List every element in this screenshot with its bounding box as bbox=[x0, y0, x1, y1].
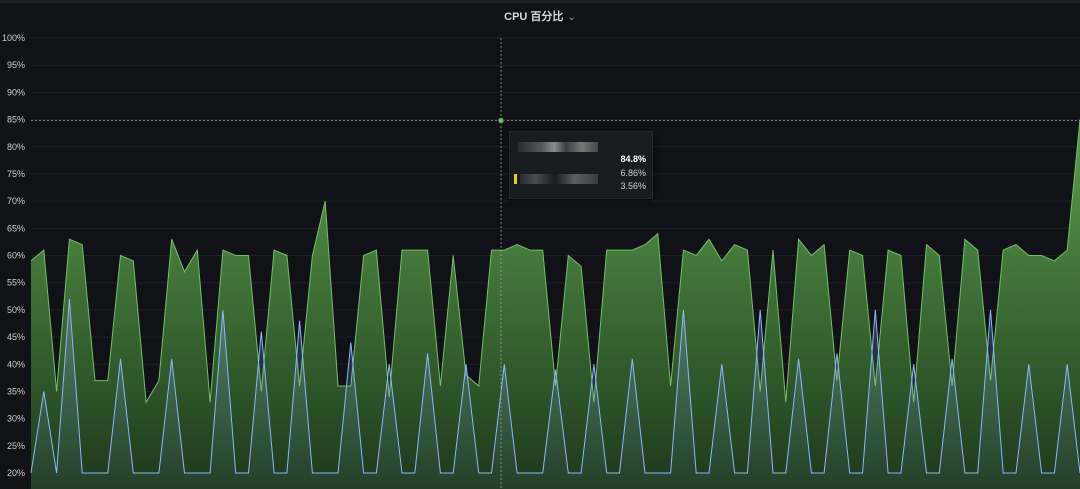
y-tick-label: 95% bbox=[7, 60, 25, 70]
y-tick-label: 40% bbox=[7, 359, 25, 369]
panel-title-text: CPU 百分比 bbox=[504, 11, 564, 23]
tooltip-blurred-label bbox=[518, 142, 598, 152]
y-tick-label: 70% bbox=[7, 196, 25, 206]
tooltip: 84.8% 6.86% 3.56% bbox=[509, 131, 653, 199]
y-tick-label: 65% bbox=[7, 223, 25, 233]
tooltip-blurred-label bbox=[520, 174, 598, 184]
crosshair bbox=[31, 38, 1080, 489]
y-tick-label: 45% bbox=[7, 332, 25, 342]
y-tick-label: 20% bbox=[7, 468, 25, 478]
y-tick-label: 90% bbox=[7, 87, 25, 97]
y-tick-label: 60% bbox=[7, 251, 25, 261]
y-tick-label: 85% bbox=[7, 115, 25, 125]
y-tick-label: 100% bbox=[2, 33, 25, 43]
y-tick-label: 75% bbox=[7, 169, 25, 179]
tooltip-value-3: 3.56% bbox=[620, 181, 646, 191]
chevron-down-icon[interactable]: ⌄ bbox=[567, 12, 576, 23]
y-tick-label: 80% bbox=[7, 142, 25, 152]
y-tick-label: 25% bbox=[7, 441, 25, 451]
y-tick-label: 55% bbox=[7, 278, 25, 288]
series-blue-line bbox=[30, 298, 1080, 474]
series-blue-area bbox=[31, 299, 1080, 489]
y-tick-label: 50% bbox=[7, 305, 25, 315]
panel-top-border bbox=[0, 0, 1080, 3]
series-color-swatch bbox=[514, 174, 517, 184]
tooltip-value-2: 6.86% bbox=[620, 168, 646, 178]
panel-title[interactable]: CPU 百分比 ⌄ bbox=[0, 8, 1080, 24]
series-layer bbox=[30, 119, 1080, 489]
tooltip-value-1: 84.8% bbox=[620, 154, 646, 164]
y-tick-label: 30% bbox=[7, 414, 25, 424]
hover-point bbox=[497, 117, 505, 125]
y-axis: 100% 95% 90% 85% 80% 75% 70% 65% 60% 55% 50% 45% 40%… bbox=[2, 33, 25, 478]
y-tick-label: 35% bbox=[7, 386, 25, 396]
